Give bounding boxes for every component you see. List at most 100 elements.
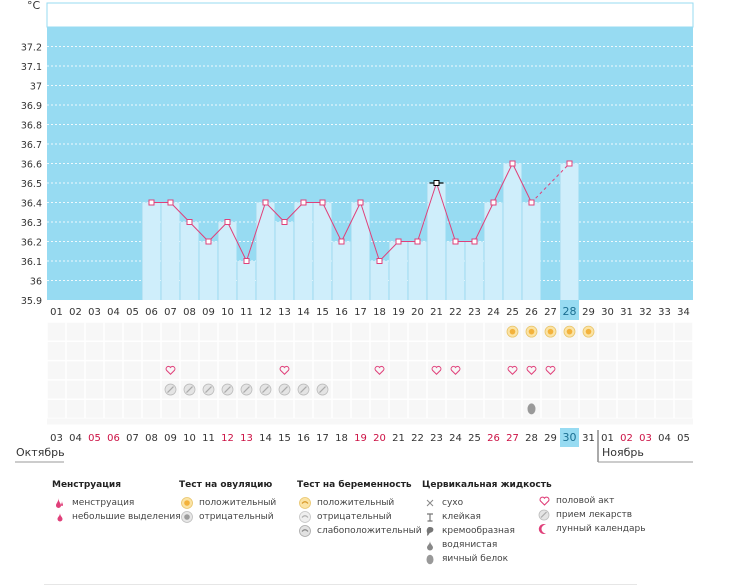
- legend-label: клейкая: [442, 512, 481, 522]
- legend-label: отрицательный: [199, 512, 274, 522]
- temperature-bar: [484, 202, 503, 300]
- temperature-point: [452, 238, 459, 245]
- legend-pregnancy-title: Тест на беременность: [297, 480, 412, 490]
- cycle-day-label: 09: [202, 307, 215, 318]
- date-label: 17: [316, 433, 329, 444]
- y-tick-label: 36.4: [21, 199, 42, 210]
- temperature-point: [566, 160, 573, 167]
- legend-item: сухо: [422, 496, 552, 510]
- pill-icon-stripe: [319, 386, 326, 393]
- pill-icon-stripe: [300, 386, 307, 393]
- temperature-bar: [294, 202, 313, 300]
- temperature-line: [170, 202, 190, 223]
- cycle-day-highlight: [560, 300, 579, 320]
- temperature-line: [208, 221, 228, 242]
- heart-icon: [165, 365, 176, 375]
- temperature-bar: [199, 241, 218, 300]
- date-label: 04: [69, 433, 82, 444]
- temperature-line: [246, 202, 266, 262]
- temperature-point: [167, 199, 174, 206]
- cycle-day-label: 17: [354, 307, 367, 318]
- legend-item: водянистая: [422, 538, 552, 552]
- legend-label: сухо: [442, 498, 464, 508]
- temperature-line: [341, 202, 361, 242]
- temperature-point: [395, 238, 402, 245]
- egg-white-icon: [527, 403, 536, 415]
- temperature-point: [281, 219, 288, 225]
- cycle-day-label: 22: [449, 307, 462, 318]
- bbt-chart: 37.2 37.1 37 36.9 36.8 36.7 36.6 36.5 36.4 36.3 36…: [15, 2, 694, 463]
- pill-icon-stripe: [205, 386, 212, 393]
- temperature-line: [474, 202, 494, 242]
- legend-item: слабоположительный: [297, 524, 422, 538]
- heart-icon: [545, 365, 556, 375]
- date-label: 08: [145, 433, 158, 444]
- date-label: 15: [278, 433, 291, 444]
- temperature-bar: [389, 241, 408, 300]
- date-label: 02: [620, 433, 633, 444]
- date-label: 14: [259, 433, 272, 444]
- date-label: 03: [50, 433, 63, 444]
- temperature-point: [205, 238, 212, 245]
- y-tick-label: 36.5: [21, 179, 42, 190]
- date-label: 28: [525, 433, 538, 444]
- temperature-bar: [560, 163, 579, 300]
- date-label: 16: [297, 433, 310, 444]
- date-label: 03: [639, 433, 652, 444]
- heart-icon: [507, 365, 518, 375]
- temperature-bar: [522, 202, 541, 300]
- cycle-day-label: 07: [164, 307, 177, 318]
- pregnancy-weak-icon: [297, 525, 313, 537]
- cycle-day-label: 28: [563, 305, 577, 318]
- legend-label: водянистая: [442, 540, 498, 550]
- legend-item: положительный: [179, 496, 276, 510]
- date-label: 18: [335, 433, 348, 444]
- temperature-bar: [446, 241, 465, 300]
- heart-icon: [374, 365, 385, 375]
- pill-icon-stripe: [186, 386, 193, 393]
- temperature-line: [322, 202, 342, 242]
- y-tick-label: 37.1: [21, 62, 42, 73]
- date-label: 06: [107, 433, 120, 444]
- temperature-bar: [237, 261, 256, 300]
- legend-label: отрицательный: [317, 512, 392, 522]
- cycle-day-label: 03: [88, 307, 101, 318]
- date-label: 26: [487, 433, 500, 444]
- date-label: 23: [430, 433, 443, 444]
- heart-icon: [526, 365, 537, 375]
- temperature-bar: [275, 222, 294, 300]
- temperature-point: [414, 238, 421, 245]
- pill-icon-stripe: [243, 386, 250, 393]
- cycle-day-label: 16: [335, 307, 348, 318]
- temperature-bar: [313, 202, 332, 300]
- temperature-bar: [465, 241, 484, 300]
- cycle-day-label: 27: [544, 307, 557, 318]
- cycle-day-label: 31: [620, 307, 633, 318]
- cycle-day-label: 13: [278, 307, 291, 318]
- temperature-line: [227, 221, 247, 262]
- pill-icon-stripe: [262, 386, 269, 393]
- cycle-day-label: 20: [411, 307, 424, 318]
- legend-label: кремообразная: [442, 526, 515, 536]
- cycle-day-label: 30: [601, 307, 614, 318]
- date-label: 27: [506, 433, 519, 444]
- egg-white-icon: [422, 553, 438, 565]
- legend-item: отрицательный: [297, 510, 422, 524]
- moon-icon: [536, 523, 552, 535]
- legend-item: кремообразная: [422, 524, 552, 538]
- cycle-day-label: 24: [487, 307, 500, 318]
- pregnancy-positive-icon: [297, 497, 313, 509]
- legend-ovulation-title: Тест на овуляцию: [179, 480, 273, 490]
- temperature-bar: [142, 202, 161, 300]
- temperature-bar: [218, 222, 237, 300]
- temperature-line: [417, 182, 437, 242]
- ovulation-test-positive-core: [547, 328, 554, 335]
- temperature-point: [224, 219, 231, 225]
- temperature-point: [319, 199, 326, 206]
- temperature-bar: [427, 183, 446, 300]
- date-label: 22: [411, 433, 424, 444]
- y-axis-unit-label: °C: [27, 0, 41, 12]
- temperature-bar: [503, 163, 522, 300]
- date-label: 19: [354, 433, 367, 444]
- date-highlight: [560, 428, 579, 447]
